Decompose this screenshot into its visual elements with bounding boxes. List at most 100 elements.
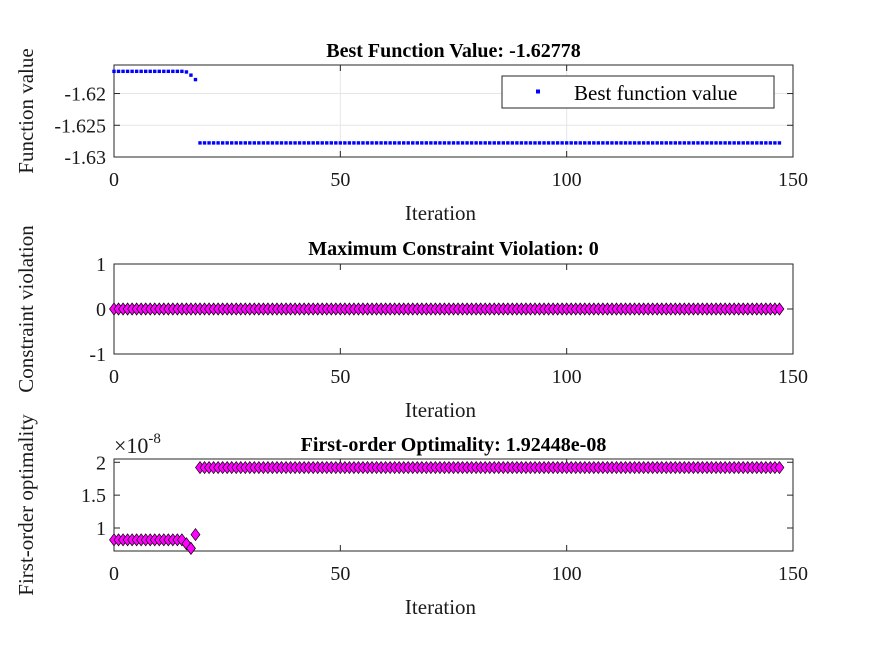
- data-point: [365, 141, 370, 145]
- data-point: [574, 141, 578, 145]
- data-point: [696, 141, 700, 145]
- data-point: [682, 141, 687, 145]
- data-point: [497, 141, 501, 145]
- data-point: [528, 141, 533, 145]
- data-point: [632, 141, 637, 145]
- data-point: [727, 141, 732, 145]
- data-point: [374, 141, 379, 145]
- data-point: [356, 141, 361, 145]
- data-point: [162, 69, 166, 74]
- data-point: [202, 141, 207, 145]
- data-point: [166, 69, 171, 74]
- x-axis-label: Iteration: [405, 595, 477, 619]
- data-point: [524, 141, 528, 145]
- data-point: [433, 141, 438, 145]
- data-point: [628, 141, 632, 145]
- data-point: [732, 141, 736, 145]
- data-point: [383, 141, 388, 145]
- data-point: [193, 77, 198, 82]
- data-point: [288, 141, 293, 145]
- x-tick-label: 0: [109, 563, 119, 585]
- data-point: [678, 141, 682, 145]
- data-point: [700, 141, 705, 145]
- data-point: [293, 141, 297, 145]
- data-point: [447, 141, 451, 145]
- data-point: [112, 69, 116, 74]
- data-point: [614, 141, 619, 145]
- data-point: [501, 141, 505, 145]
- data-point: [755, 141, 759, 145]
- data-point: [510, 141, 515, 145]
- data-point: [469, 141, 474, 145]
- data-point: [257, 141, 261, 145]
- data-point: [420, 141, 424, 145]
- data-point: [402, 141, 406, 145]
- data-point: [488, 141, 492, 145]
- data-point: [275, 141, 279, 145]
- data-point: [379, 141, 383, 145]
- data-point: [388, 141, 392, 145]
- data-point: [673, 141, 678, 145]
- data-point: [537, 141, 542, 145]
- chart-title: First-order Optimality: 1.92448e-08: [301, 434, 607, 456]
- data-point: [347, 141, 352, 145]
- data-point: [714, 141, 718, 145]
- data-point: [171, 69, 175, 74]
- data-point: [229, 141, 234, 145]
- data-point: [239, 141, 243, 145]
- data-point: [243, 141, 247, 145]
- data-point: [311, 141, 315, 145]
- data-point: [343, 141, 347, 145]
- data-point: [411, 141, 415, 145]
- x-tick-label: 150: [778, 563, 808, 585]
- x-tick-label: 50: [330, 563, 350, 585]
- data-point: [329, 141, 333, 145]
- data-point: [352, 141, 356, 145]
- data-point: [515, 141, 519, 145]
- data-point: [519, 141, 524, 145]
- data-point: [429, 141, 433, 145]
- data-point: [587, 141, 591, 145]
- data-point: [774, 302, 785, 316]
- data-point: [320, 141, 324, 145]
- data-point: [610, 141, 614, 145]
- y-axis-label: First-order optimality: [14, 414, 38, 596]
- data-point: [691, 141, 696, 145]
- data-point: [777, 141, 782, 145]
- x-axis-label: Iteration: [405, 201, 477, 225]
- data-point: [560, 141, 564, 145]
- subplot-3: 0 50 100 150 2 1.5 1 First-order Optimality: 1.…: [14, 414, 808, 619]
- x-tick-label: 150: [778, 169, 808, 191]
- data-point: [533, 141, 537, 145]
- data-point: [646, 141, 650, 145]
- data-point: [415, 141, 419, 145]
- data-point: [248, 141, 252, 145]
- data-point: [207, 141, 211, 145]
- data-point: [492, 141, 496, 145]
- data-point: [705, 141, 709, 145]
- data-point: [211, 141, 216, 145]
- data-point: [483, 141, 487, 145]
- y-axis-label: Constraint violation: [14, 225, 38, 393]
- y-tick-label: 2: [96, 452, 106, 474]
- y-tick-label: 1: [96, 518, 106, 540]
- data-point: [406, 141, 410, 145]
- data-point: [474, 141, 478, 145]
- data-point: [750, 141, 754, 145]
- x-tick-label: 150: [778, 366, 808, 388]
- data-point: [623, 141, 628, 145]
- data-point: [456, 141, 460, 145]
- data-point: [741, 141, 745, 145]
- data-point: [460, 141, 465, 145]
- data-point: [198, 141, 202, 145]
- data-point: [438, 141, 442, 145]
- data-point: [465, 141, 469, 145]
- chart-legend: Best function value: [501, 75, 775, 109]
- data-point: [175, 69, 180, 74]
- data-point: [583, 141, 587, 145]
- y-axis-label: Function value: [14, 48, 38, 173]
- data-point: [139, 69, 143, 74]
- data-point: [180, 69, 184, 74]
- data-point: [143, 69, 148, 74]
